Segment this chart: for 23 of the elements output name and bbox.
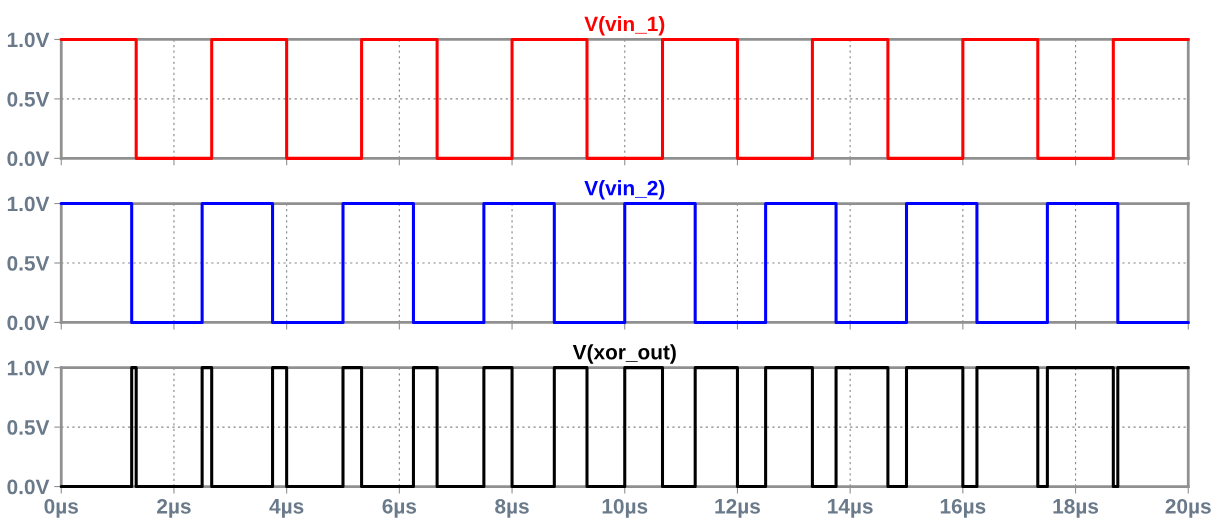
x-tick-label: 12µs — [715, 498, 760, 518]
x-tick-label: 14µs — [828, 499, 873, 518]
y-tick-label: 1.0V — [7, 360, 50, 376]
x-tick-label: 4µs — [269, 499, 304, 518]
y-tick-label: 1.0V — [7, 32, 50, 48]
x-tick-label: 6µs — [382, 498, 417, 518]
x-tick-label: 0µs — [44, 498, 78, 518]
y-tick-label: 1.0V — [7, 196, 50, 212]
chart-title: V(xor_out) — [572, 344, 676, 364]
x-tick-label: 16µs — [940, 498, 986, 518]
y-tick-label: 0.5V — [7, 91, 50, 107]
chart-title: V(vin_1) — [584, 16, 665, 36]
x-tick-label: 2µs — [157, 498, 191, 518]
y-tick-label: 0.5V — [7, 420, 50, 435]
x-tick-label: 8µs — [495, 498, 529, 518]
x-tick-label: 10µs — [602, 498, 648, 518]
x-tick-label: 18µs — [1053, 498, 1099, 518]
y-tick-label: 0.0V — [7, 151, 50, 167]
y-tick-label: 0.0V — [7, 479, 50, 495]
chart-title: V(vin_2) — [584, 180, 665, 200]
y-tick-label: 0.5V — [7, 256, 50, 271]
y-tick-label: 0.0V — [7, 315, 50, 331]
x-tick-label: 20µs — [1165, 498, 1211, 518]
